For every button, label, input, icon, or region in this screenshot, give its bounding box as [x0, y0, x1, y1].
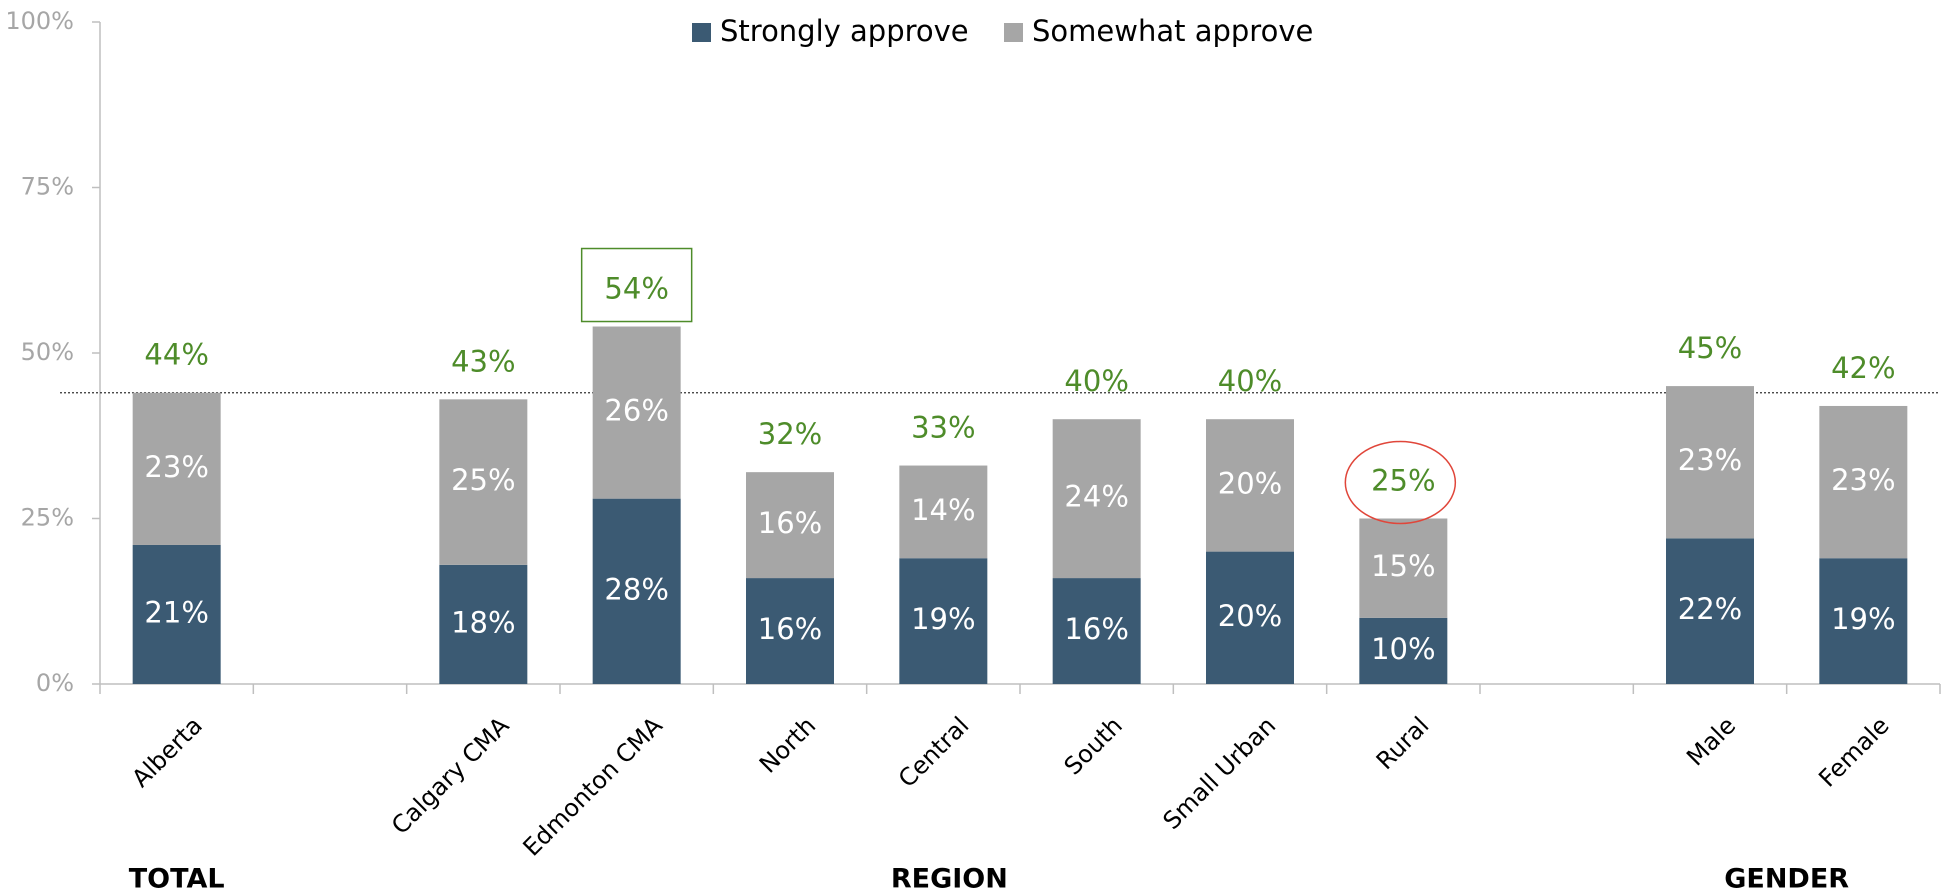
y-tick-label: 0%: [36, 669, 74, 697]
bar-segment: [746, 578, 834, 684]
bar-segment: [1206, 551, 1294, 684]
highlight-circle: [1344, 440, 1457, 525]
total-label: 43%: [451, 344, 515, 378]
data-label: 16%: [1064, 612, 1128, 646]
y-tick-label: 25%: [21, 504, 74, 532]
total-label: 25%: [1371, 464, 1435, 498]
data-label: 20%: [1218, 599, 1282, 633]
x-tick-label: Edmonton CMA: [518, 711, 669, 862]
total-label: 33%: [911, 411, 975, 445]
total-label: 44%: [144, 338, 208, 372]
bar-segment: [1359, 617, 1448, 684]
bar-segment: [592, 498, 681, 684]
legend-label: Strongly approve: [720, 14, 969, 48]
x-tick-label: Calgary CMA: [386, 711, 515, 840]
data-label: 16%: [758, 506, 822, 540]
highlight-box: [580, 247, 693, 323]
total-label: 54%: [604, 272, 668, 306]
y-tick-label: 100%: [5, 7, 74, 35]
bar-segment: [1359, 518, 1448, 618]
x-tick-label: Rural: [1371, 711, 1435, 775]
data-label: 21%: [144, 595, 208, 629]
data-label: 15%: [1371, 549, 1435, 583]
bar-segment: [899, 558, 988, 684]
bar-segment: [1819, 558, 1908, 684]
x-tick-label: Male: [1681, 711, 1741, 771]
total-label: 40%: [1218, 364, 1282, 398]
group-label: GENDER: [1724, 864, 1849, 895]
bar-segment: [132, 544, 221, 684]
x-tick-label: Female: [1813, 711, 1894, 792]
data-label: 19%: [911, 602, 975, 636]
x-tick-label: Central: [893, 711, 975, 793]
bar-segment: [132, 392, 221, 545]
x-tick-label: Alberta: [126, 711, 207, 792]
data-label: 10%: [1371, 632, 1435, 666]
data-label: 28%: [604, 572, 668, 606]
total-label: 32%: [758, 417, 822, 451]
group-label: TOTAL: [129, 864, 225, 895]
total-label: 45%: [1678, 331, 1742, 365]
x-tick-label: North: [754, 711, 821, 778]
bar-segment: [1052, 578, 1141, 684]
bar-segment: [1052, 419, 1141, 579]
x-tick-label: Small Urban: [1158, 711, 1282, 835]
y-tick-label: 75%: [21, 173, 74, 201]
data-label: 23%: [144, 450, 208, 484]
bar-segment: [1819, 405, 1908, 559]
data-label: 18%: [451, 605, 515, 639]
data-label: 20%: [1218, 466, 1282, 500]
bar-segment: [1666, 386, 1754, 539]
bar-segment: [1666, 538, 1754, 684]
data-label: 19%: [1831, 602, 1895, 636]
data-label: 24%: [1064, 480, 1128, 514]
bar-segment: [439, 399, 528, 565]
bar-segment: [746, 472, 834, 579]
data-label: 23%: [1831, 463, 1895, 497]
data-label: 26%: [604, 394, 668, 428]
bar-segment: [1206, 419, 1294, 552]
group-label: REGION: [891, 864, 1008, 895]
data-label: 16%: [758, 612, 822, 646]
data-label: 22%: [1678, 592, 1742, 626]
data-label: 14%: [911, 493, 975, 527]
bar-segment: [439, 564, 528, 684]
legend-label: Somewhat approve: [1032, 14, 1313, 48]
data-label: 23%: [1678, 443, 1742, 477]
data-label: 25%: [451, 463, 515, 497]
total-label: 42%: [1831, 351, 1895, 385]
y-tick-label: 50%: [21, 338, 74, 366]
x-tick-label: South: [1059, 711, 1128, 780]
bar-segment: [592, 326, 681, 499]
legend-swatch: [1004, 23, 1023, 42]
bar-segment: [899, 465, 988, 559]
legend-swatch: [692, 23, 711, 42]
total-label: 40%: [1064, 364, 1128, 398]
